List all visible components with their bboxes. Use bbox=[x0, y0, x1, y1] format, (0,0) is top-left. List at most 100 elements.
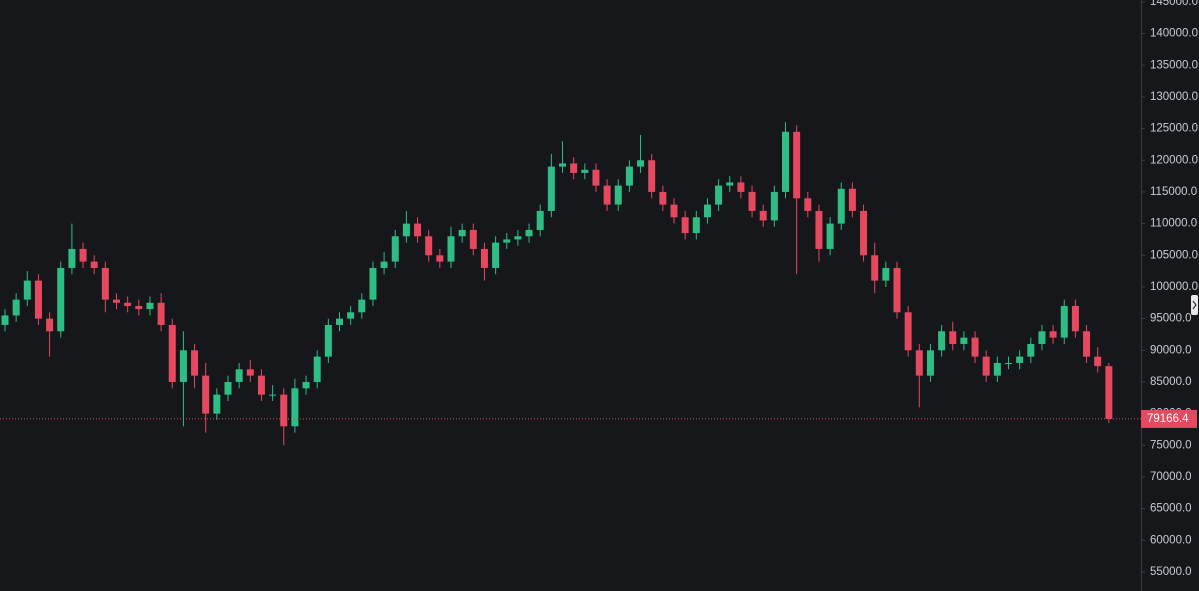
candle-body bbox=[938, 331, 946, 351]
candle-body bbox=[414, 223, 422, 237]
last-price-tag bbox=[1141, 409, 1197, 428]
candle-body bbox=[101, 267, 109, 300]
candle-body bbox=[280, 394, 288, 427]
candle-body bbox=[971, 337, 979, 357]
candle-body bbox=[559, 163, 566, 167]
candle-body bbox=[793, 131, 801, 199]
candle-body bbox=[648, 160, 656, 192]
candle-body bbox=[726, 182, 734, 186]
candle-body bbox=[759, 210, 767, 221]
candle-body bbox=[492, 242, 500, 268]
candle-body bbox=[135, 305, 143, 310]
candle-body bbox=[302, 381, 310, 389]
candle-body bbox=[782, 131, 789, 192]
candle-body bbox=[603, 185, 611, 205]
scroll-handle[interactable] bbox=[1191, 295, 1198, 315]
y-tick-label: 70000.0 bbox=[1150, 471, 1192, 483]
candle-body bbox=[949, 331, 957, 344]
y-tick-label: 115000.0 bbox=[1150, 186, 1197, 198]
candle-body bbox=[1016, 356, 1024, 363]
candle-body bbox=[1060, 305, 1068, 338]
y-tick-label: 120000.0 bbox=[1150, 154, 1198, 166]
candle-body bbox=[124, 302, 132, 306]
candle-body bbox=[581, 169, 589, 173]
candle-body bbox=[90, 261, 98, 268]
candle-body bbox=[347, 312, 355, 319]
candle-body bbox=[79, 248, 87, 262]
candle-body bbox=[893, 267, 901, 313]
candle-body bbox=[23, 280, 31, 300]
y-tick-label: 145000.0 bbox=[1150, 0, 1198, 8]
candle-body bbox=[146, 302, 154, 310]
candle-body bbox=[960, 337, 968, 344]
candle-body bbox=[224, 381, 232, 395]
candle-body bbox=[670, 204, 678, 218]
candle-body bbox=[235, 369, 243, 382]
candle-body bbox=[1005, 362, 1012, 364]
candle-body bbox=[804, 198, 812, 211]
candle-body bbox=[915, 350, 923, 376]
y-tick-label: 65000.0 bbox=[1150, 503, 1192, 515]
candle-body bbox=[625, 166, 633, 186]
candle-body bbox=[848, 188, 856, 211]
candle-body bbox=[1027, 343, 1035, 357]
candle-body bbox=[926, 350, 934, 376]
y-tick-label: 60000.0 bbox=[1150, 534, 1192, 546]
candle-body bbox=[692, 217, 700, 234]
y-tick-label: 125000.0 bbox=[1150, 123, 1198, 135]
candle-body bbox=[68, 248, 76, 268]
candle-body bbox=[703, 204, 711, 218]
y-tick-label: 110000.0 bbox=[1150, 218, 1197, 230]
candle-body bbox=[681, 217, 689, 234]
candle-body bbox=[425, 236, 433, 256]
y-tick-label: 85000.0 bbox=[1150, 376, 1192, 388]
candle-body bbox=[826, 223, 834, 249]
candle-body bbox=[815, 210, 823, 249]
candle-body bbox=[982, 356, 990, 376]
candle-body bbox=[336, 318, 343, 325]
candle-body bbox=[614, 185, 622, 205]
y-tick-label: 90000.0 bbox=[1150, 344, 1192, 356]
handle-bg[interactable] bbox=[1191, 295, 1198, 315]
candle-body bbox=[257, 375, 265, 395]
candle-body bbox=[882, 267, 890, 281]
candle-body bbox=[1094, 356, 1102, 367]
candle-body bbox=[871, 255, 879, 281]
candle-body bbox=[469, 229, 477, 249]
candle-body bbox=[536, 210, 544, 230]
candle-body bbox=[1071, 305, 1079, 332]
candle-body bbox=[904, 312, 912, 351]
y-tick-label: 135000.0 bbox=[1150, 59, 1198, 71]
candle-body bbox=[503, 239, 511, 243]
candle-body bbox=[34, 280, 42, 319]
y-tick-label: 95000.0 bbox=[1150, 313, 1192, 325]
candle-body bbox=[168, 324, 176, 382]
handle-icon[interactable] bbox=[1192, 300, 1197, 310]
candle-body bbox=[447, 236, 455, 262]
candle-body bbox=[1, 315, 9, 325]
candle-body bbox=[246, 369, 254, 376]
candle-body bbox=[179, 350, 187, 382]
candle-body bbox=[592, 169, 600, 186]
candle-body bbox=[391, 236, 399, 262]
candle-body bbox=[715, 185, 723, 205]
candle-body bbox=[12, 299, 20, 316]
candle-body bbox=[436, 255, 444, 262]
candle-body bbox=[737, 182, 745, 192]
candle-body bbox=[1105, 366, 1113, 419]
candle-body bbox=[547, 166, 555, 211]
candle-body bbox=[659, 191, 667, 205]
candle-body bbox=[860, 210, 868, 256]
candle-body bbox=[46, 318, 54, 332]
candle-body bbox=[191, 350, 199, 376]
candle-body bbox=[1083, 331, 1091, 357]
candle-body bbox=[748, 191, 756, 211]
candle-body bbox=[514, 236, 522, 240]
y-tick-label: 75000.0 bbox=[1150, 439, 1192, 451]
y-tick-label: 140000.0 bbox=[1150, 28, 1198, 40]
y-tick-label: 130000.0 bbox=[1150, 91, 1198, 103]
candle-body bbox=[1038, 331, 1046, 344]
candle-body bbox=[993, 362, 1001, 376]
